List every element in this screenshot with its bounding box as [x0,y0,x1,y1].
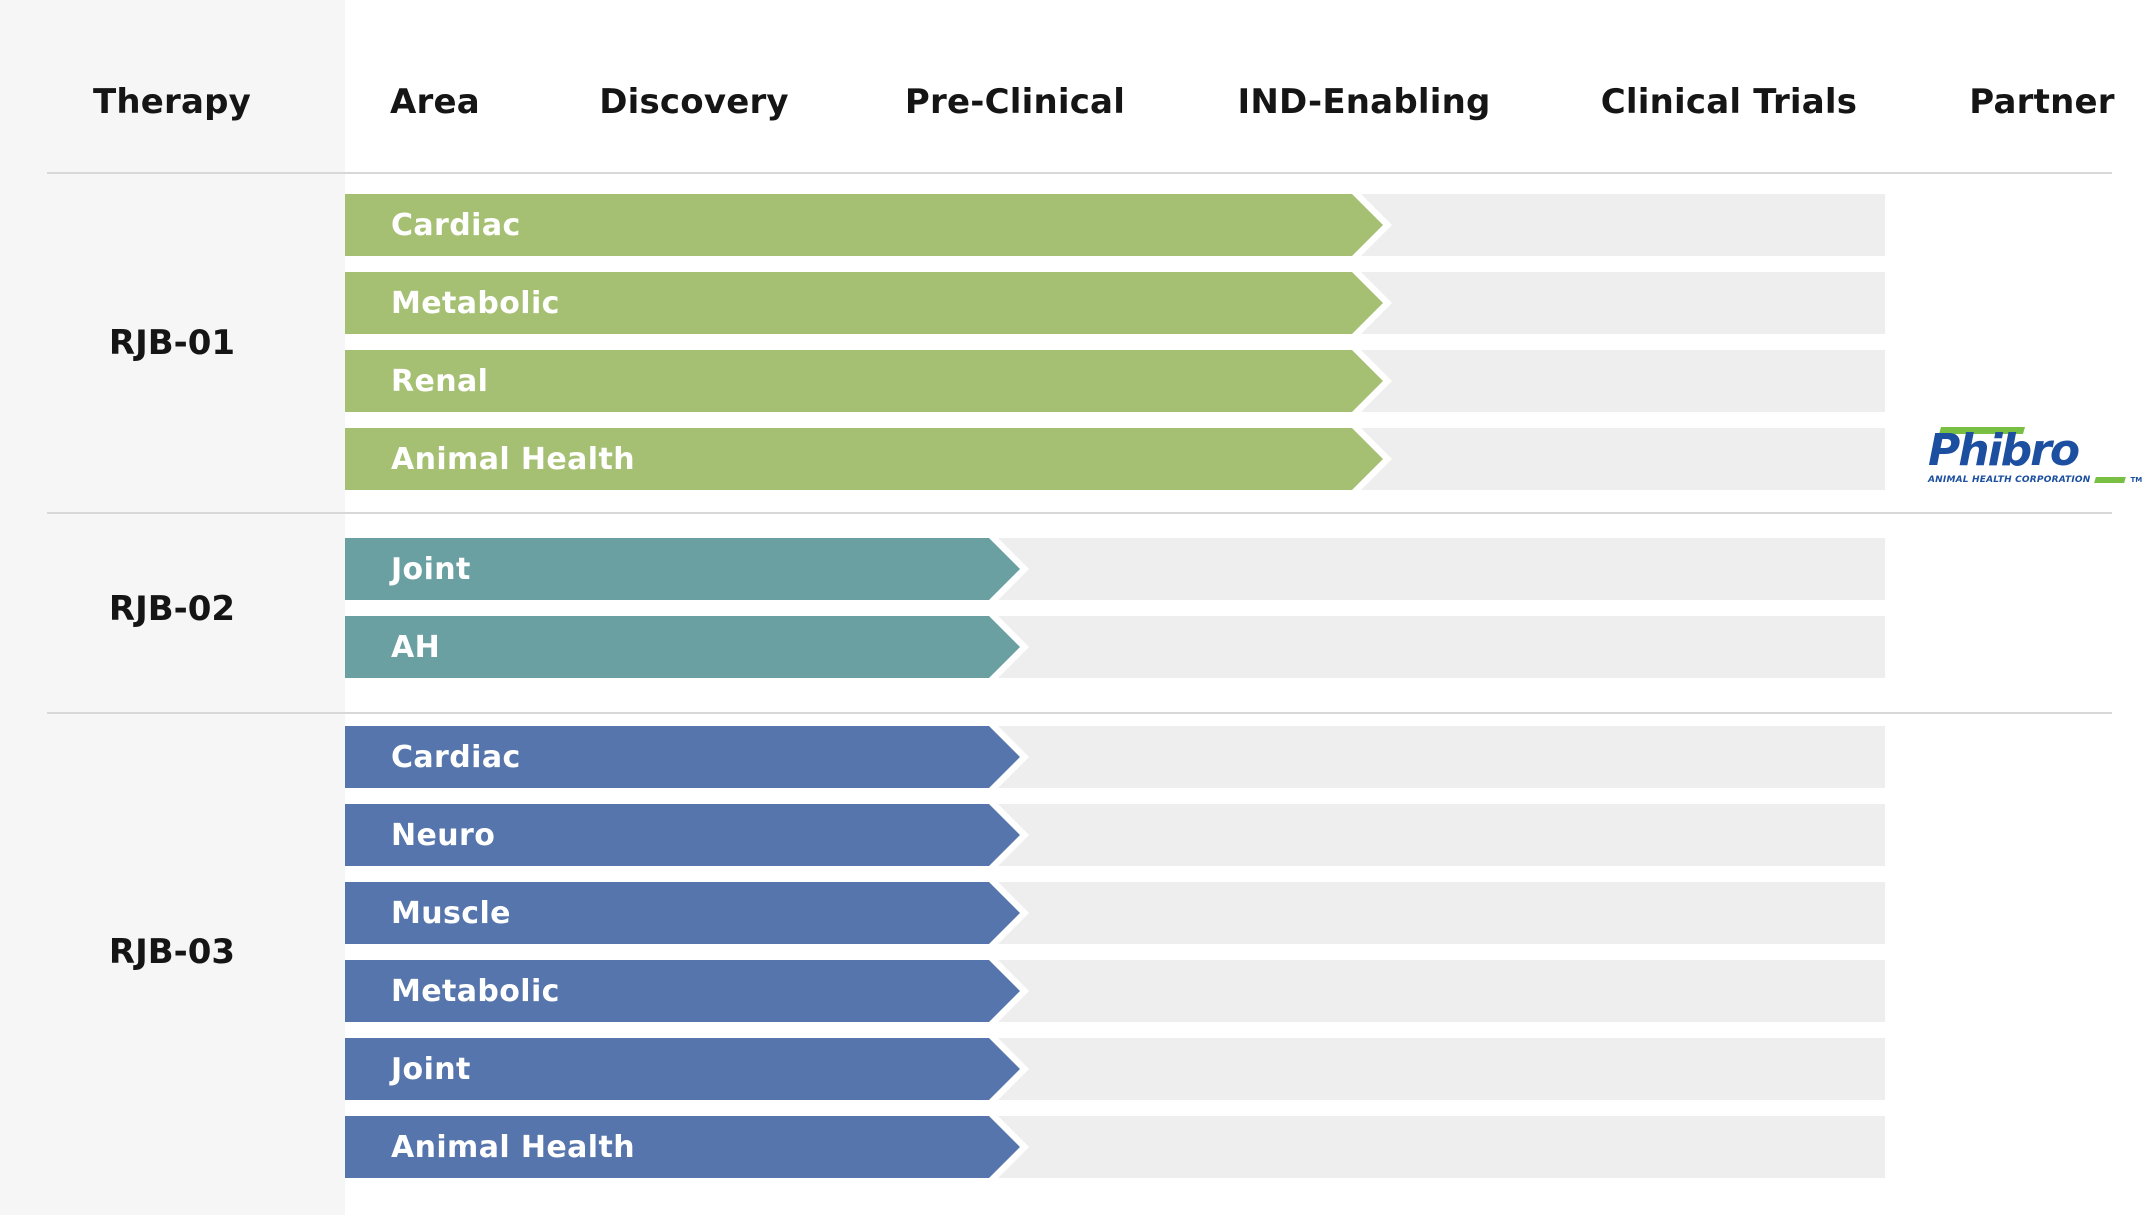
pipeline-row: Joint [0,1038,2145,1100]
phibro-logo-tagline: ANIMAL HEALTH CORPORATION [1928,475,2091,485]
progress-arrow: Cardiac [345,194,1383,256]
column-header-therapy: Therapy [92,82,252,122]
area-label: Renal [391,363,489,399]
pipeline-row: Metabolic [0,960,2145,1022]
area-label: Metabolic [391,973,560,1009]
therapy-label-rjb-03: RJB-03 [108,932,236,972]
area-label: Cardiac [391,207,521,243]
column-header-preclinical: Pre-Clinical [904,82,1126,122]
column-header-ind-enabling: IND-Enabling [1237,82,1491,122]
column-header-area: Area [390,82,480,122]
pipeline-row: Cardiac [0,194,2145,256]
progress-arrow: Cardiac [345,726,1020,788]
area-label: Animal Health [391,441,635,477]
area-label: Metabolic [391,285,560,321]
section-divider [47,512,2112,514]
area-label: Cardiac [391,739,521,775]
therapy-label-rjb-01: RJB-01 [108,323,236,363]
area-label: Joint [391,551,471,587]
progress-arrow: Muscle [345,882,1020,944]
progress-arrow: Animal Health [345,1116,1020,1178]
therapy-column-background [0,0,345,1215]
trademark-symbol: TM [2130,476,2143,484]
pipeline-row: AH [0,616,2145,678]
column-header-partner: Partner [1969,82,2115,122]
progress-arrow: Joint [345,538,1020,600]
progress-arrow: Metabolic [345,960,1020,1022]
therapy-label-rjb-02: RJB-02 [108,589,236,629]
progress-arrow: Metabolic [345,272,1383,334]
phibro-logo-wordmark: Phibro [1928,425,2080,476]
area-label: Animal Health [391,1129,635,1165]
section-divider [47,712,2112,714]
progress-arrow: AH [345,616,1020,678]
area-label: Joint [391,1051,471,1087]
progress-arrow: Animal Health [345,428,1383,490]
phibro-logo-bottom-bar [2094,477,2127,483]
pipeline-row: Cardiac [0,726,2145,788]
progress-arrow: Neuro [345,804,1020,866]
pipeline-row: Metabolic [0,272,2145,334]
pipeline-row: Animal Health [0,428,2145,490]
progress-arrow: Joint [345,1038,1020,1100]
area-label: AH [391,629,441,665]
column-header-clinical-trials: Clinical Trials [1600,82,1858,122]
pipeline-row: Neuro [0,804,2145,866]
column-header-discovery: Discovery [599,82,789,122]
progress-arrow: Renal [345,350,1383,412]
phibro-logo: Phibro ANIMAL HEALTH CORPORATION TM [1926,423,2142,487]
pipeline-row: Muscle [0,882,2145,944]
area-label: Muscle [391,895,511,931]
area-label: Neuro [391,817,496,853]
pipeline-row: Joint [0,538,2145,600]
phibro-logo-tagline-row: ANIMAL HEALTH CORPORATION TM [1928,475,2142,485]
pipeline-row: Renal [0,350,2145,412]
header-divider [47,172,2112,174]
pipeline-row: Animal Health [0,1116,2145,1178]
